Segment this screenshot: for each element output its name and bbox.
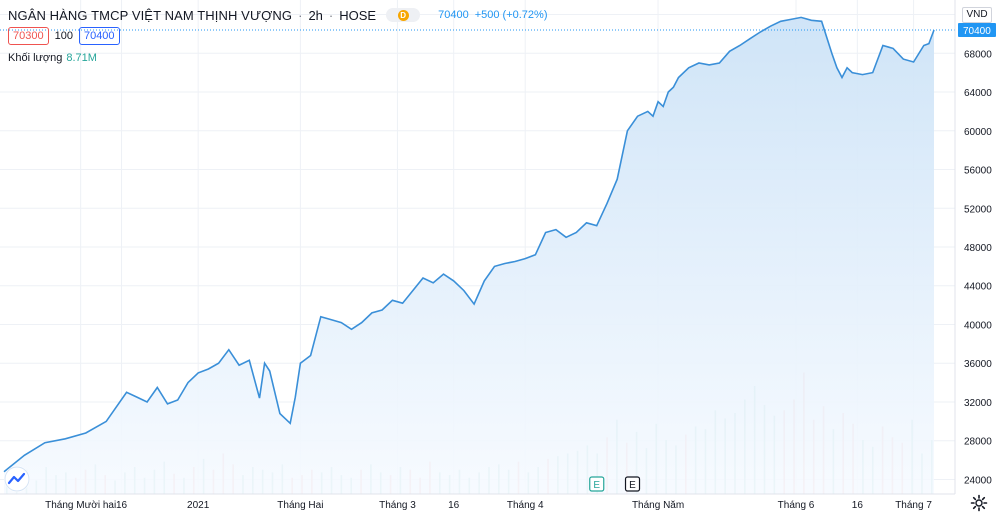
earnings-marker-icon[interactable] bbox=[624, 476, 641, 492]
y-tick-label: 36000 bbox=[964, 359, 992, 370]
currency-badge[interactable]: VND bbox=[962, 7, 992, 23]
last-price-tag-bg bbox=[958, 23, 996, 38]
y-tick-label: 40000 bbox=[964, 320, 992, 331]
price-change: +500 (+0.72%) bbox=[474, 9, 548, 21]
y-tick-label: 44000 bbox=[964, 282, 992, 293]
y-tick-label: 56000 bbox=[964, 166, 992, 177]
interval-label[interactable]: 2h bbox=[308, 7, 323, 23]
x-tick-label: Tháng 4 bbox=[507, 500, 544, 511]
last-price-tag-text: 70400 bbox=[963, 26, 991, 37]
separator-dot: · bbox=[298, 7, 303, 23]
tradingview-logo-icon[interactable] bbox=[4, 466, 30, 492]
market-status-badge[interactable]: D bbox=[386, 8, 421, 22]
x-tick-label: 16 bbox=[116, 500, 128, 511]
volume-label: Khối lượng bbox=[8, 52, 63, 64]
symbol-title[interactable]: NGÂN HÀNG TMCP VIỆT NAM THỊNH VƯỢNG bbox=[8, 7, 293, 23]
price-line bbox=[3, 16, 935, 473]
x-tick-label: Tháng 6 bbox=[778, 500, 815, 511]
earnings-marker-icon[interactable] bbox=[589, 476, 605, 492]
time-axis[interactable]: Tháng Mười hai 16 2021 Tháng Hai Tháng 3 16 Th… bbox=[0, 493, 955, 511]
symbol-header: NGÂN HÀNG TMCP VIỆT NAM THỊNH VƯỢNG · 2h… bbox=[8, 6, 547, 24]
x-tick-label: Tháng Mười hai bbox=[45, 500, 116, 511]
settings-gear-icon[interactable] bbox=[970, 494, 988, 512]
ask-price[interactable]: 70400 bbox=[78, 27, 120, 45]
bid-ask-row: 70300 100 70400 bbox=[8, 27, 120, 45]
price-area bbox=[4, 17, 934, 495]
y-tick-label: 64000 bbox=[964, 88, 992, 99]
volume-legend[interactable]: Khối lượng 8.71M bbox=[8, 52, 97, 64]
x-tick-label: 16 bbox=[852, 500, 864, 511]
y-tick-label: 28000 bbox=[964, 437, 992, 448]
x-tick-label: 16 bbox=[448, 500, 460, 511]
earnings-marker-label: E bbox=[593, 480, 600, 491]
x-tick-label: Tháng Hai bbox=[277, 500, 323, 511]
y-tick-label: 32000 bbox=[964, 398, 992, 409]
last-price-tag: 70400 bbox=[958, 23, 996, 38]
y-tick-label: 48000 bbox=[964, 243, 992, 254]
last-price: 70400 bbox=[438, 9, 469, 21]
y-tick-label: 68000 bbox=[964, 49, 992, 60]
price-axis[interactable]: 24000 28000 32000 36000 40000 44000 48000 52000… bbox=[954, 0, 992, 494]
market-status-icon: D bbox=[397, 9, 409, 21]
x-tick-label: Tháng 7 bbox=[895, 500, 932, 511]
y-tick-label: 52000 bbox=[964, 204, 992, 215]
exchange-label: HOSE bbox=[339, 7, 377, 23]
y-tick-label: 60000 bbox=[964, 127, 992, 138]
bid-price[interactable]: 70300 bbox=[8, 27, 49, 45]
spread-value: 100 bbox=[54, 30, 73, 42]
earnings-marker-label: E bbox=[629, 480, 636, 491]
separator-dot: · bbox=[328, 7, 334, 23]
x-tick-label: Tháng Năm bbox=[632, 500, 684, 511]
x-tick-label: 2021 bbox=[187, 500, 210, 511]
x-tick-label: Tháng 3 bbox=[379, 500, 416, 511]
y-tick-label: 24000 bbox=[964, 475, 992, 486]
volume-value: 8.71M bbox=[66, 52, 97, 64]
